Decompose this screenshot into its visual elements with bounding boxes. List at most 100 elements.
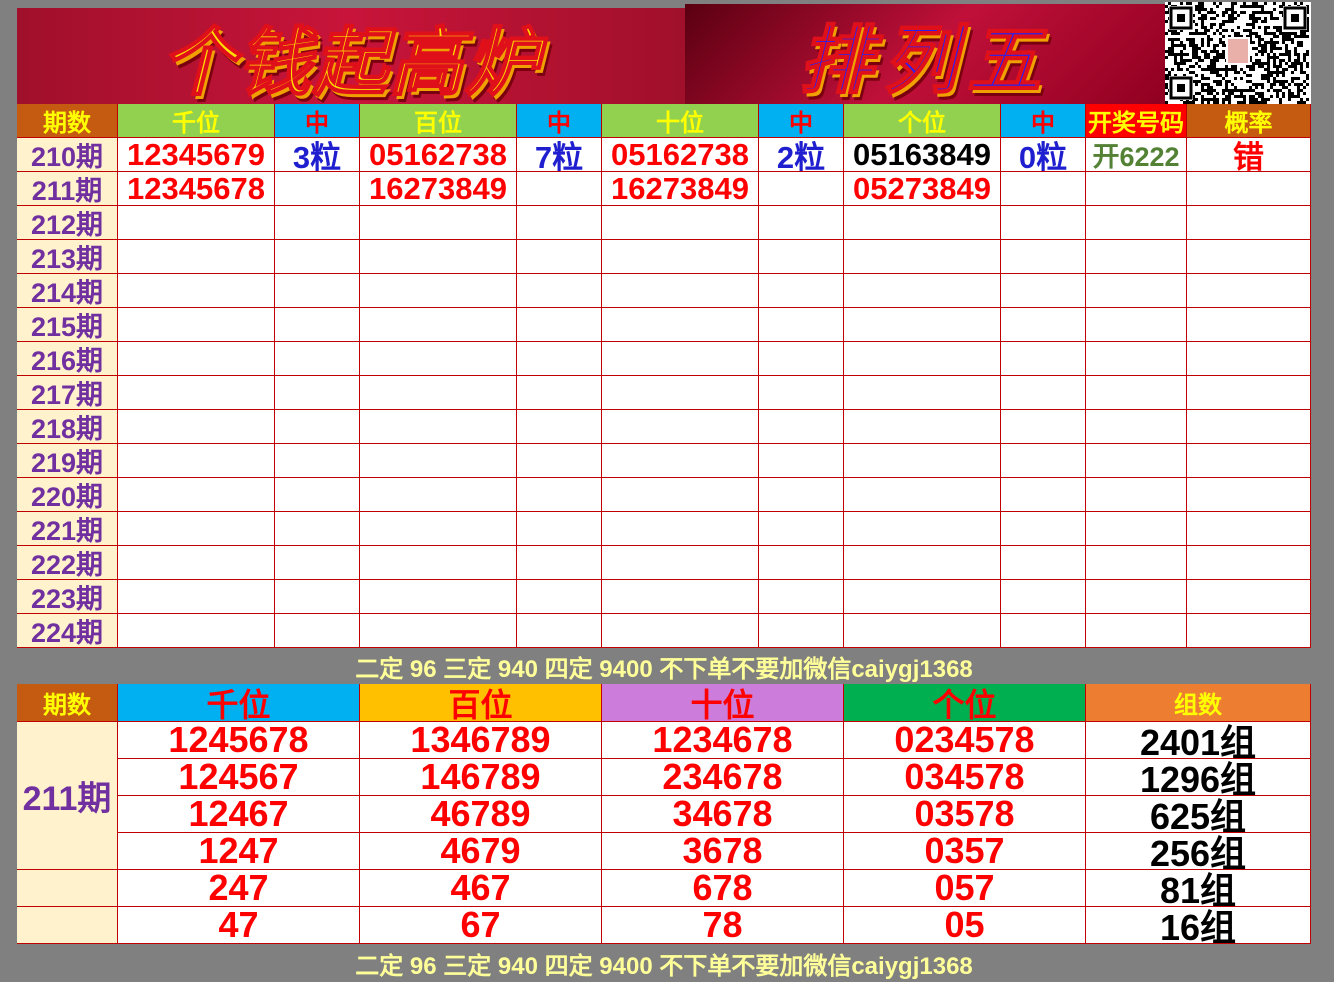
table-cell — [602, 342, 759, 376]
column-header: 开奖号码 — [1086, 104, 1187, 138]
table-cell — [1187, 614, 1311, 648]
table-cell — [602, 240, 759, 274]
period-cell: 216期 — [17, 342, 118, 376]
table-cell — [1001, 410, 1086, 444]
group-count-cell: 81组 — [1086, 870, 1311, 907]
table-cell: 12467 — [118, 796, 360, 833]
table-cell — [1086, 308, 1187, 342]
column-header: 期数 — [17, 104, 118, 138]
table-cell — [517, 206, 602, 240]
table-cell — [118, 614, 275, 648]
column-header: 百位 — [360, 104, 517, 138]
table-cell — [1086, 342, 1187, 376]
table-cell — [844, 444, 1001, 478]
table-cell — [360, 444, 517, 478]
column-header: 千位 — [118, 684, 360, 722]
table-cell — [844, 580, 1001, 614]
table-cell — [759, 172, 844, 206]
table-cell — [1187, 240, 1311, 274]
table-cell — [759, 410, 844, 444]
table-cell: 12345678 — [118, 172, 275, 206]
table-cell — [517, 274, 602, 308]
column-header: 个位 — [844, 104, 1001, 138]
table-cell — [360, 274, 517, 308]
table-cell — [602, 512, 759, 546]
table-cell — [759, 512, 844, 546]
table-cell — [602, 580, 759, 614]
table-cell — [1086, 478, 1187, 512]
column-header: 十位 — [602, 104, 759, 138]
table-cell — [118, 342, 275, 376]
table-cell: 3粒 — [275, 138, 360, 172]
table-cell — [844, 512, 1001, 546]
table-cell: 678 — [602, 870, 844, 907]
table-cell — [1001, 206, 1086, 240]
table-cell: 1247 — [118, 833, 360, 870]
table-cell — [844, 240, 1001, 274]
table-cell — [118, 206, 275, 240]
table-cell: 67 — [360, 907, 602, 944]
table-cell — [1001, 478, 1086, 512]
table-cell: 0234578 — [844, 722, 1086, 759]
table-cell — [759, 240, 844, 274]
column-header: 十位 — [602, 684, 844, 722]
table-cell: 0粒 — [1001, 138, 1086, 172]
table-cell: 12345679 — [118, 138, 275, 172]
table-cell — [844, 546, 1001, 580]
table-cell — [1001, 512, 1086, 546]
period-cell: 212期 — [17, 206, 118, 240]
prediction-table: 期数 千位中百位中十位中个位中开奖号码 概率 210期 12345679 3粒 051627… — [17, 104, 1311, 648]
table-cell — [1001, 580, 1086, 614]
table-cell — [118, 546, 275, 580]
period-cell: 221期 — [17, 512, 118, 546]
table-cell — [759, 342, 844, 376]
table-cell — [275, 240, 360, 274]
table-cell — [1001, 342, 1086, 376]
table-cell — [602, 444, 759, 478]
column-header: 期数 — [17, 684, 118, 722]
table-cell — [602, 376, 759, 410]
table-cell: 34678 — [602, 796, 844, 833]
period-cell: 219期 — [17, 444, 118, 478]
table-cell — [517, 172, 602, 206]
table-cell — [1187, 478, 1311, 512]
table-cell — [1187, 512, 1311, 546]
table-cell: 3678 — [602, 833, 844, 870]
table-cell — [118, 240, 275, 274]
table-cell — [1001, 444, 1086, 478]
table-cell — [360, 580, 517, 614]
table-cell — [1086, 274, 1187, 308]
table-cell — [1187, 580, 1311, 614]
table-cell — [844, 342, 1001, 376]
table-cell — [517, 478, 602, 512]
table-cell — [275, 172, 360, 206]
table-cell — [275, 512, 360, 546]
period-cell: 220期 — [17, 478, 118, 512]
table-cell — [1086, 546, 1187, 580]
table-cell — [759, 580, 844, 614]
table-cell — [602, 308, 759, 342]
table-cell — [1086, 240, 1187, 274]
table-cell — [360, 512, 517, 546]
table-cell — [360, 376, 517, 410]
table-cell: 开6222 — [1086, 138, 1187, 172]
column-header: 中 — [517, 104, 602, 138]
table-cell — [1187, 410, 1311, 444]
column-header: 千位 — [118, 104, 275, 138]
table-cell: 034578 — [844, 759, 1086, 796]
table-cell — [275, 614, 360, 648]
table-cell — [844, 478, 1001, 512]
table-cell: 1234678 — [602, 722, 844, 759]
table-cell — [118, 478, 275, 512]
table-cell — [517, 546, 602, 580]
table-cell: 0357 — [844, 833, 1086, 870]
table-cell — [602, 274, 759, 308]
table-cell — [275, 308, 360, 342]
table-cell: 78 — [602, 907, 844, 944]
period-cell: 211期 — [17, 172, 118, 206]
table-cell — [1187, 308, 1311, 342]
note-banner-bottom: 二定 96 三定 940 四定 9400 不下单不要加微信caiygj1368 — [17, 944, 1311, 982]
table-cell: 05163849 — [844, 138, 1001, 172]
table-cell — [602, 206, 759, 240]
column-header: 中 — [275, 104, 360, 138]
